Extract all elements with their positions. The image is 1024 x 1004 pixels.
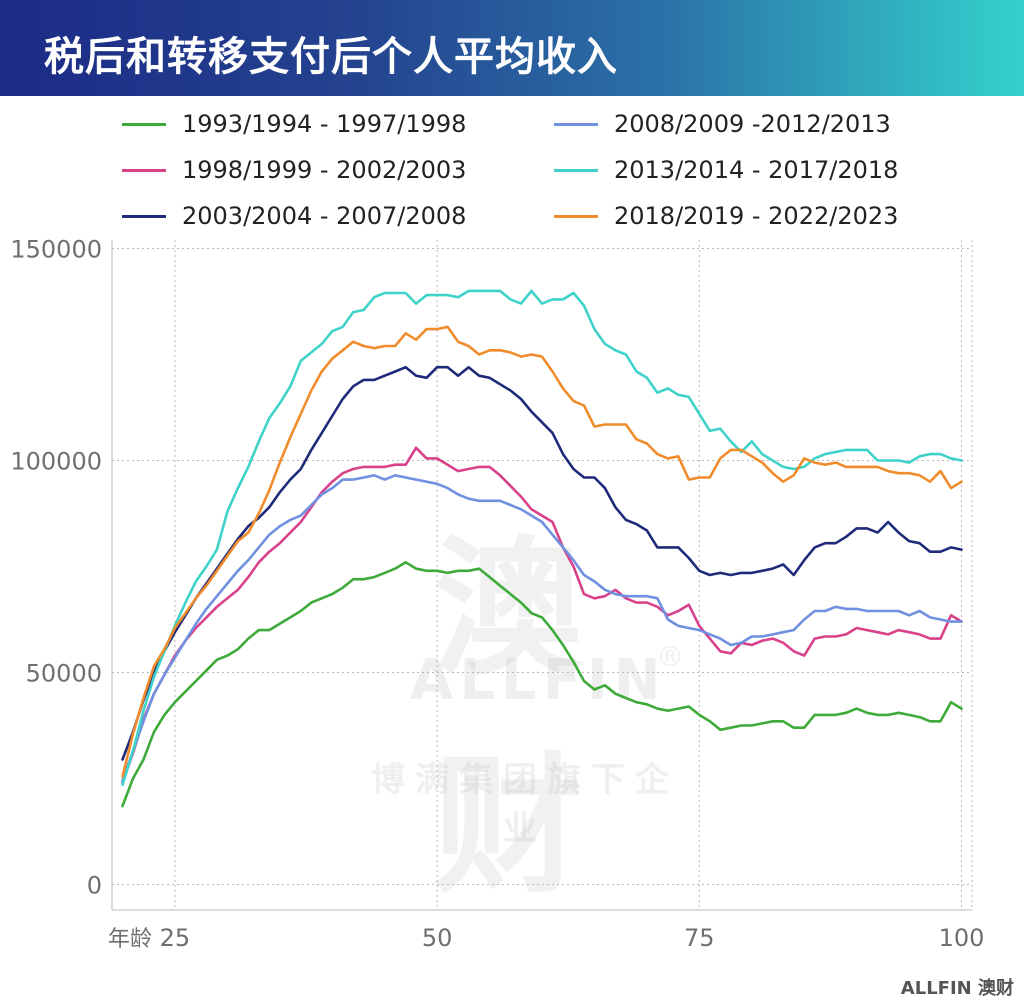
legend-swatch-1998 [122,168,166,172]
series-line-2 [121,365,963,761]
series-line-3 [121,473,963,783]
legend-swatch-1993 [122,122,166,126]
page-title: 税后和转移支付后个人平均收入 [44,34,618,80]
legend-label-2003: 2003/2004 - 2007/2008 [182,202,467,230]
x-tick-label: 75 [684,924,715,952]
legend-label-2018: 2018/2019 - 2022/2023 [614,202,899,230]
series-line-4 [121,289,963,787]
series-line-0 [121,560,963,808]
legend-label-1998: 1998/1999 - 2002/2003 [182,156,467,184]
x-axis-label: 年龄 [108,927,152,952]
legend-swatch-2018 [554,214,598,218]
y-tick-label: 100000 [10,448,102,476]
watermark-logo: 澳财 [432,523,587,914]
legend-swatch-2013 [554,168,598,172]
y-tick-label: 50000 [26,660,102,688]
series-line-5 [121,325,963,778]
watermark-subtitle: 博满集团旗下企业 [371,760,679,849]
footer-logo: ALLFIN 澳财 [900,978,1014,999]
legend-item-2018: 2018/2019 - 2022/2023 [554,202,898,230]
legend-swatch-2003 [122,214,166,218]
x-tick-label: 25 [160,924,191,952]
legend-item-2008: 2008/2009 -2012/2013 [554,110,891,138]
legend-item-2003: 2003/2004 - 2007/2008 [122,202,466,230]
legend-item-1998: 1998/1999 - 2002/2003 [122,156,466,184]
legend-label-1993: 1993/1994 - 1997/1998 [182,110,467,138]
chart-legend: 1993/1994 - 1997/1998 1998/1999 - 2002/2… [0,100,1024,250]
legend-label-2013: 2013/2014 - 2017/2018 [614,156,899,184]
legend-item-2013: 2013/2014 - 2017/2018 [554,156,898,184]
legend-label-2008: 2008/2009 -2012/2013 [614,110,891,138]
x-tick-label: 50 [422,924,453,952]
legend-item-1993: 1993/1994 - 1997/1998 [122,110,466,138]
header-banner: 税后和转移支付后个人平均收入 [0,0,1024,96]
y-tick-label: 150000 [10,235,102,263]
y-tick-label: 0 [87,872,102,900]
x-tick-label: 100 [939,924,985,952]
watermark-registered-mark: ® [656,640,684,673]
legend-swatch-2008 [554,122,598,126]
series-line-1 [121,446,963,785]
